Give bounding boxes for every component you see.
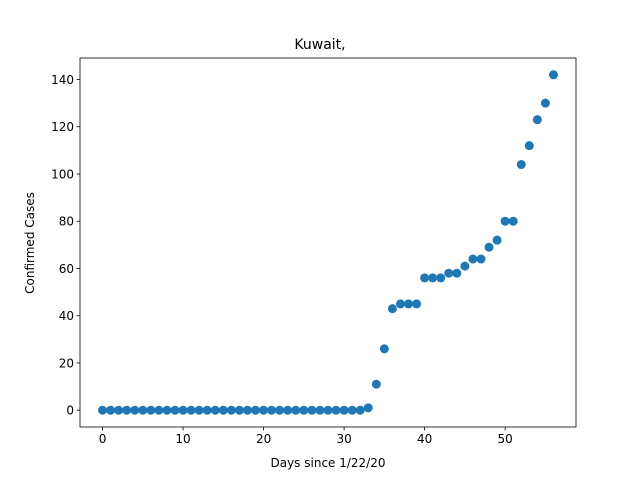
data-point — [540, 98, 550, 108]
x-tick-label: 20 — [256, 432, 271, 446]
data-point — [508, 216, 518, 226]
x-axis-label: Days since 1/22/20 — [270, 456, 385, 470]
data-point — [532, 115, 542, 125]
data-point — [387, 304, 397, 314]
data-point — [259, 405, 269, 415]
data-point — [452, 268, 462, 278]
x-tick-label: 0 — [99, 432, 107, 446]
x-tick-label: 40 — [417, 432, 432, 446]
data-point — [251, 405, 261, 415]
data-point — [476, 254, 486, 264]
x-tick-label: 30 — [336, 432, 351, 446]
data-point — [226, 405, 236, 415]
data-point — [162, 405, 172, 415]
data-point — [138, 405, 148, 415]
data-point — [146, 405, 156, 415]
data-point — [283, 405, 293, 415]
x-tick-label: 50 — [498, 432, 513, 446]
data-point — [379, 344, 389, 354]
data-point — [186, 405, 196, 415]
data-point — [307, 405, 317, 415]
data-point — [130, 405, 140, 415]
data-point — [436, 273, 446, 283]
data-point — [170, 405, 180, 415]
data-point — [524, 141, 534, 151]
y-axis-ticks: 0 20 40 60 80 100 120 140 — [51, 73, 80, 418]
data-point — [234, 405, 244, 415]
y-axis-label: Confirmed Cases — [23, 192, 37, 294]
data-point — [371, 379, 381, 389]
data-point — [468, 254, 478, 264]
data-point — [460, 261, 470, 271]
data-point — [202, 405, 212, 415]
data-points — [98, 70, 558, 415]
data-point — [339, 405, 349, 415]
x-tick-label: 10 — [175, 432, 190, 446]
data-point — [428, 273, 438, 283]
y-tick-label: 60 — [59, 262, 74, 276]
y-tick-label: 40 — [59, 309, 74, 323]
data-point — [347, 405, 357, 415]
data-point — [395, 299, 405, 309]
data-point — [114, 405, 124, 415]
y-tick-label: 0 — [66, 404, 74, 418]
data-point — [444, 268, 454, 278]
data-point — [412, 299, 422, 309]
data-point — [323, 405, 333, 415]
data-point — [267, 405, 277, 415]
data-point — [178, 405, 188, 415]
y-tick-label: 20 — [59, 356, 74, 370]
data-point — [154, 405, 164, 415]
data-point — [420, 273, 430, 283]
data-point — [331, 405, 341, 415]
data-point — [548, 70, 558, 80]
data-point — [315, 405, 325, 415]
data-point — [492, 235, 502, 245]
data-point — [291, 405, 301, 415]
data-point — [98, 405, 108, 415]
data-point — [500, 216, 510, 226]
data-point — [355, 405, 365, 415]
y-tick-label: 140 — [51, 73, 74, 87]
data-point — [404, 299, 414, 309]
chart-title: Kuwait, — [294, 37, 345, 53]
data-point — [275, 405, 285, 415]
y-tick-label: 120 — [51, 120, 74, 134]
data-point — [242, 405, 252, 415]
data-point — [516, 160, 526, 170]
data-point — [122, 405, 132, 415]
x-axis-ticks: 0 10 20 30 40 50 — [99, 427, 513, 446]
data-point — [299, 405, 309, 415]
axes-frame — [79, 57, 577, 428]
data-point — [218, 405, 228, 415]
data-point — [194, 405, 204, 415]
data-point — [363, 403, 373, 413]
y-tick-label: 80 — [59, 215, 74, 229]
data-point — [106, 405, 116, 415]
data-point — [484, 242, 494, 252]
y-tick-label: 100 — [51, 167, 74, 181]
data-point — [210, 405, 220, 415]
